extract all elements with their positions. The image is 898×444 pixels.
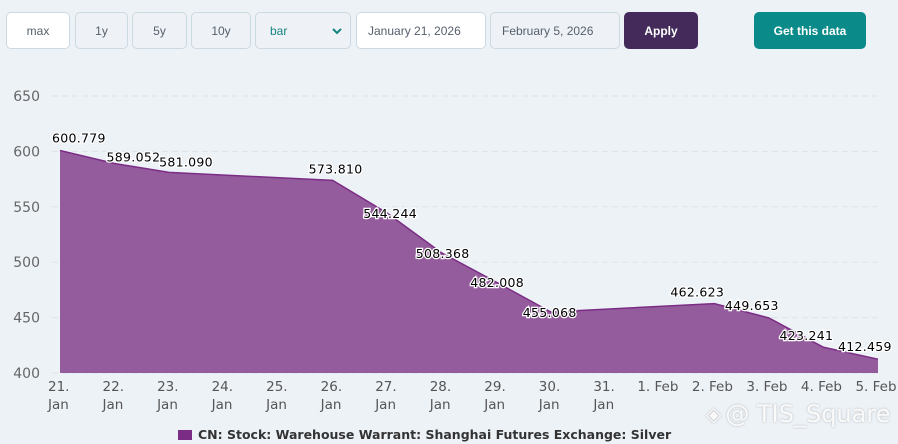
x-tick-label: 1. Feb [637, 379, 678, 395]
x-tick-label: 2. Feb [692, 379, 733, 395]
range-10y-button[interactable]: 10y [191, 12, 251, 49]
legend-item[interactable]: CN: Stock: Warehouse Warrant: Shanghai F… [178, 427, 671, 442]
chart-type-select[interactable]: bar [255, 12, 351, 49]
start-date-input[interactable]: January 21, 2026 [356, 12, 486, 49]
data-label: 544.244 [363, 206, 417, 221]
x-tick-label: 27. Jan [374, 379, 396, 413]
x-tick-label: 28. Jan [429, 379, 451, 413]
x-tick-label: 29. Jan [483, 379, 505, 413]
data-label: 573.810 [309, 161, 363, 176]
legend-label: CN: Stock: Warehouse Warrant: Shanghai F… [198, 427, 672, 442]
y-tick-label: 550 [13, 200, 40, 216]
y-tick-label: 450 [13, 311, 40, 327]
data-label: 462.623 [670, 285, 724, 300]
x-tick-label: 3. Feb [746, 379, 787, 395]
data-label: 600.779 [52, 131, 106, 146]
x-tick-label: 22. Jan [102, 379, 124, 413]
data-label: 455.068 [523, 305, 577, 320]
x-tick-label: 4. Feb [801, 379, 842, 395]
range-max-button[interactable]: max [6, 12, 70, 49]
data-label: 449.653 [725, 298, 779, 313]
watermark-text: @ TIS_Square [725, 400, 891, 428]
data-label: 423.241 [779, 328, 833, 343]
x-tick-label: 21. Jan [47, 379, 69, 413]
binance-logo-icon: ◈ [706, 402, 722, 426]
range-1y-button[interactable]: 1y [75, 12, 128, 49]
chevron-down-icon [332, 24, 342, 38]
range-5y-button[interactable]: 5y [132, 12, 187, 49]
data-label: 482.008 [470, 275, 524, 290]
x-tick-label: 25. Jan [265, 379, 287, 413]
data-label: 581.090 [159, 154, 213, 169]
x-tick-label: 31. Jan [592, 379, 614, 413]
y-tick-label: 500 [13, 255, 40, 271]
apply-button[interactable]: Apply [624, 12, 698, 49]
x-tick-label: 24. Jan [211, 379, 233, 413]
series-line [59, 149, 879, 360]
area-fill [60, 150, 878, 373]
y-tick-label: 400 [13, 366, 40, 382]
x-tick-label: 5. Feb [855, 379, 896, 395]
data-label: 412.459 [838, 339, 892, 354]
x-tick-label: 30. Jan [538, 379, 560, 413]
end-date-input[interactable]: February 5, 2026 [490, 12, 620, 49]
get-this-data-button[interactable]: Get this data [754, 12, 866, 49]
x-tick-label: 26. Jan [320, 379, 342, 413]
y-tick-label: 650 [13, 89, 40, 105]
legend-swatch [178, 429, 192, 440]
data-label: 589.052 [107, 150, 161, 165]
x-tick-label: 23. Jan [156, 379, 178, 413]
y-tick-label: 600 [13, 144, 40, 160]
watermark: ◈ @ TIS_Square [706, 400, 890, 428]
chart-type-value: bar [270, 23, 288, 38]
data-label: 508.368 [416, 246, 470, 261]
